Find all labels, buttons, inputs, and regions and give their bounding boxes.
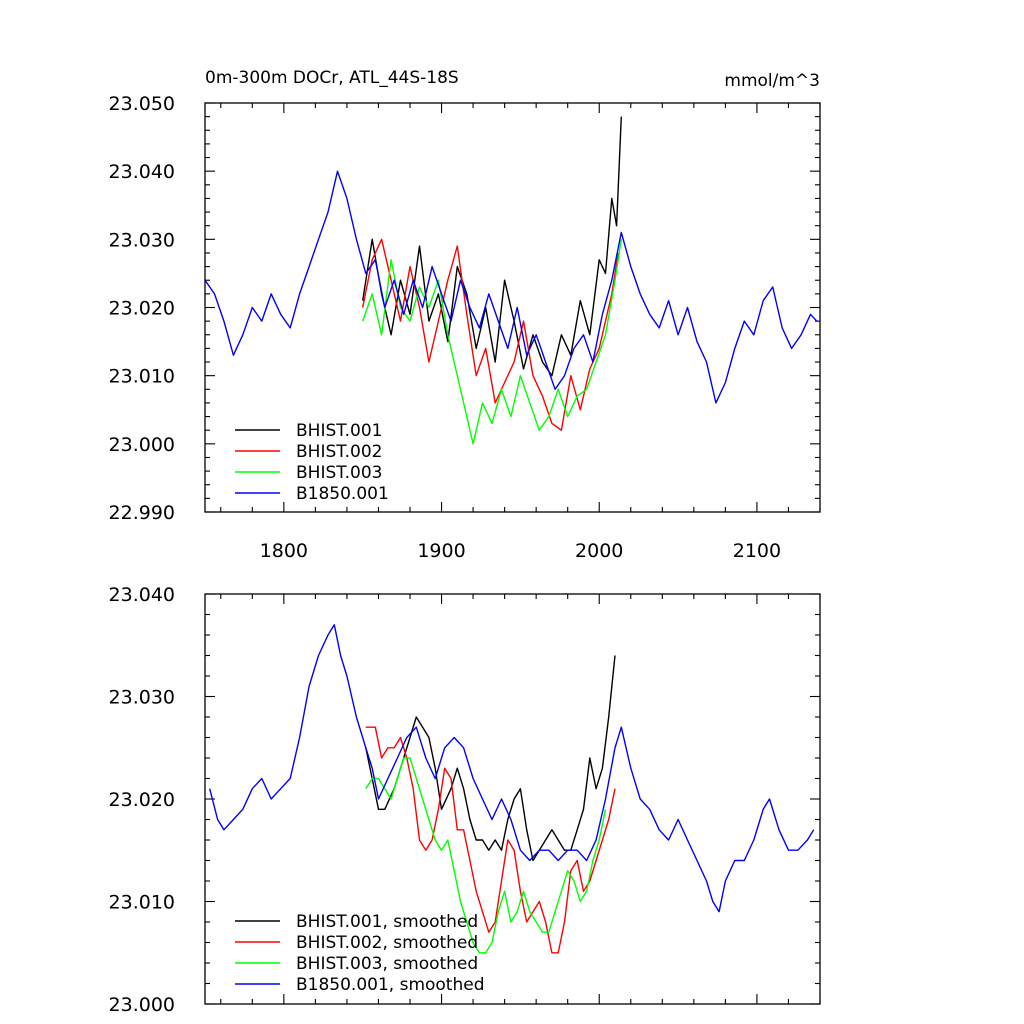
bottom-panel: 23.000 23.010 23.020 23.030 23.040 BHIST.001,…: [109, 584, 821, 1016]
y-tick-label: 23.050: [109, 93, 175, 115]
units-label: mmol/m^3: [724, 71, 820, 91]
legend-label: BHIST.003: [296, 463, 382, 483]
x-tick-label: 2100: [733, 540, 781, 562]
top-panel: 22.990 23.000 23.010 23.020 23.030 23.040 23.0…: [109, 93, 821, 562]
legend-label: BHIST.002: [296, 442, 382, 462]
legend-label: B1850.001: [296, 484, 389, 504]
series-line-bhist-003: [362, 239, 622, 445]
x-tick-label: 2000: [575, 540, 623, 562]
y-tick-label: 23.000: [109, 434, 175, 456]
legend-label: BHIST.003, smoothed: [296, 954, 478, 974]
series-line-b1850-001-smoothed: [209, 624, 815, 913]
plot-frame: [204, 593, 821, 1005]
series-line-bhist-001: [362, 116, 622, 377]
y-tick-label: 23.000: [109, 994, 175, 1016]
y-tick-label: 23.030: [109, 229, 175, 251]
series-line-bhist-002-smoothed: [365, 726, 616, 954]
chart-title: 0m-300m DOCr, ATL_44S-18S: [205, 68, 459, 88]
plot-frame: [204, 102, 821, 513]
y-tick-label: 22.990: [109, 502, 175, 524]
y-tick-label: 23.040: [109, 161, 175, 183]
series-line-bhist-001-smoothed: [365, 655, 616, 862]
legend-label: BHIST.002, smoothed: [296, 933, 478, 953]
y-tick-label: 23.010: [109, 366, 175, 388]
y-tick-label: 23.020: [109, 789, 175, 811]
y-tick-label: 23.020: [109, 298, 175, 320]
x-tick-label: 1900: [417, 540, 465, 562]
legend-label: BHIST.001: [296, 421, 382, 441]
x-tick-label: 1800: [260, 540, 308, 562]
legend-label: B1850.001, smoothed: [296, 975, 485, 995]
y-tick-label: 23.010: [109, 892, 175, 914]
legend-label: BHIST.001, smoothed: [296, 912, 478, 932]
series-line-bhist-003-smoothed: [365, 757, 607, 954]
y-tick-label: 23.030: [109, 687, 175, 709]
series-line-bhist-002: [362, 238, 619, 431]
y-tick-label: 23.040: [109, 584, 175, 606]
series-line-b1850-001: [204, 170, 818, 404]
